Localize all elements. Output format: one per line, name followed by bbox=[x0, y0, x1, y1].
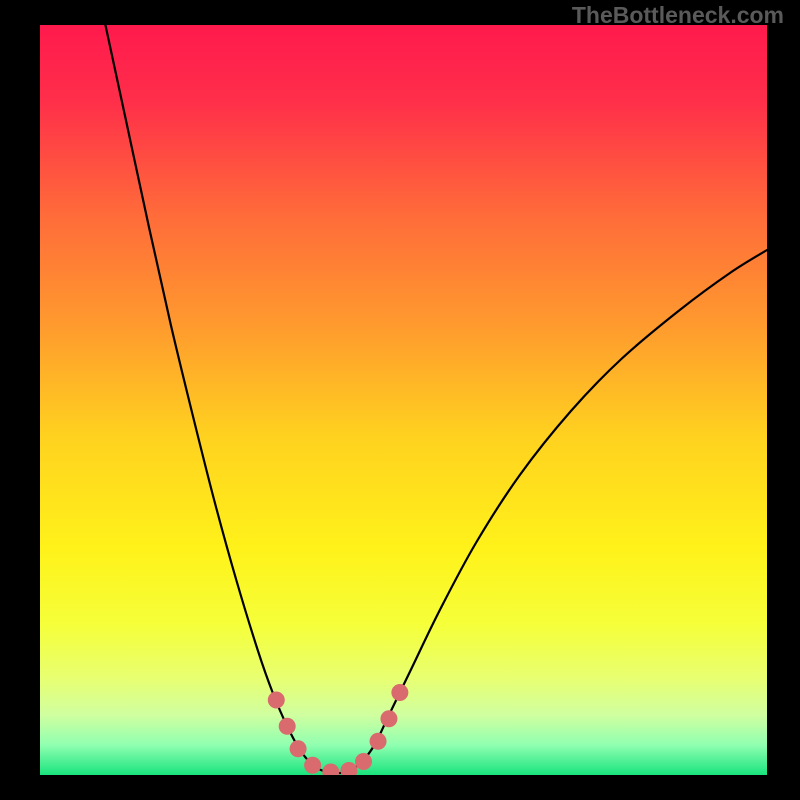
figure-container: TheBottleneck.com bbox=[0, 0, 800, 800]
marker-dot bbox=[304, 757, 321, 774]
marker-dot bbox=[370, 733, 387, 750]
marker-dot bbox=[380, 710, 397, 727]
marker-dot bbox=[290, 740, 307, 757]
watermark-text: TheBottleneck.com bbox=[572, 2, 784, 29]
bottleneck-curve bbox=[40, 25, 767, 775]
plot-area bbox=[40, 25, 767, 775]
marker-dot bbox=[322, 764, 339, 776]
marker-dot bbox=[355, 753, 372, 770]
marker-dot bbox=[268, 692, 285, 709]
marker-dot bbox=[279, 718, 296, 735]
marker-dot bbox=[340, 762, 357, 775]
marker-dot bbox=[391, 684, 408, 701]
marker-group bbox=[268, 684, 409, 775]
